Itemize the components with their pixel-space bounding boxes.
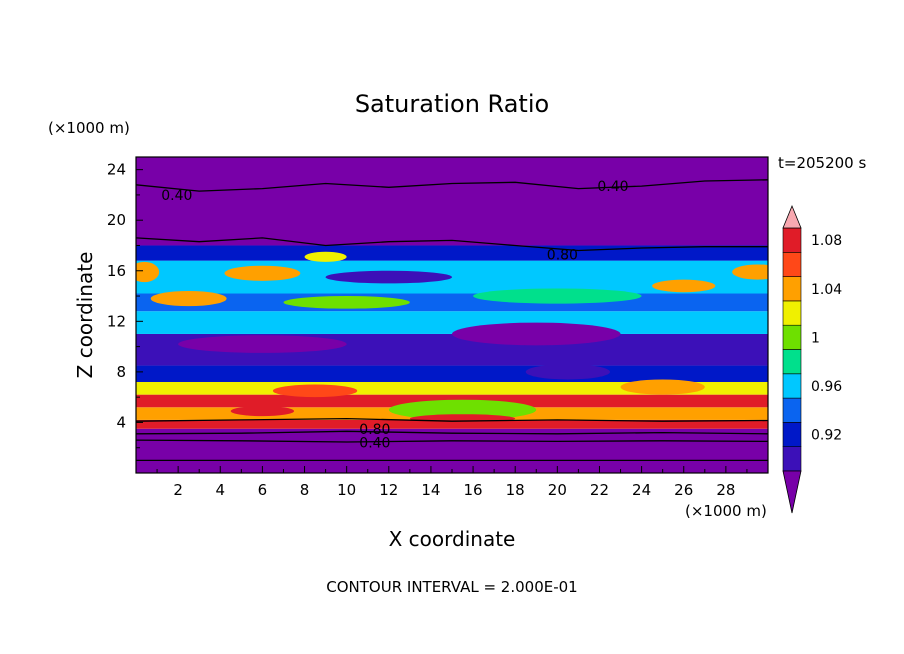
colorbar-segment-7 bbox=[782, 276, 802, 302]
x-tick-label: 26 bbox=[674, 481, 693, 499]
x-tick-label: 24 bbox=[632, 481, 651, 499]
colorbar-segment-3 bbox=[782, 373, 802, 399]
plot-area bbox=[136, 157, 768, 473]
x-unit-label: (×1000 m) bbox=[685, 502, 767, 520]
contour-line-2 bbox=[136, 430, 768, 435]
field-blob-11 bbox=[388, 399, 537, 420]
field-band-8 bbox=[136, 293, 768, 312]
field-blob-16 bbox=[525, 364, 610, 380]
field-blob-3 bbox=[304, 251, 347, 262]
y-tick-label: 8 bbox=[116, 363, 126, 381]
field-band-1 bbox=[136, 419, 768, 429]
colorbar-top-arrow bbox=[782, 204, 802, 229]
field-blob-4 bbox=[652, 279, 716, 293]
y-tick-label: 4 bbox=[116, 413, 126, 431]
field-blob-7 bbox=[473, 288, 642, 304]
contour-label-0: 0.40 bbox=[161, 188, 192, 204]
contour-label-3: 0.80 bbox=[359, 422, 390, 438]
y-axis: 4 8 12 16 20 24 bbox=[107, 161, 143, 449]
field-blob-10 bbox=[325, 270, 452, 284]
field-blob-2 bbox=[136, 261, 160, 283]
colorbar-segment-1 bbox=[782, 422, 802, 447]
x-tick-label: 18 bbox=[506, 481, 525, 499]
field-blob-9 bbox=[452, 322, 621, 346]
chart-title: Saturation Ratio bbox=[355, 90, 549, 118]
colorbar-segment-0 bbox=[782, 446, 802, 472]
y-axis-title: Z coordinate bbox=[73, 252, 97, 379]
colorbar-segment-6 bbox=[782, 300, 802, 326]
x-axis-title: X coordinate bbox=[389, 527, 516, 551]
x-tick-label: 6 bbox=[258, 481, 268, 499]
x-tick-label: 2 bbox=[173, 481, 183, 499]
contour-label-4: 0.40 bbox=[359, 436, 390, 452]
field-band-7 bbox=[136, 311, 768, 334]
x-tick-label: 10 bbox=[337, 481, 356, 499]
x-axis: 2 4 6 8 10 12 14 16 18 20 22 24 26 28 bbox=[156, 466, 748, 499]
colorbar-segment-4 bbox=[782, 349, 802, 375]
y-tick-label: 24 bbox=[107, 161, 126, 179]
field-band-5 bbox=[136, 365, 768, 382]
field-band-0 bbox=[136, 428, 768, 473]
field-blob-17 bbox=[294, 217, 379, 228]
field-blob-8 bbox=[178, 335, 347, 353]
field-blob-15 bbox=[272, 384, 358, 398]
field-blob-14 bbox=[620, 379, 705, 395]
contour-line-0 bbox=[136, 179, 768, 192]
colorbar-segment-5 bbox=[782, 324, 802, 350]
y-tick-label: 16 bbox=[107, 262, 126, 280]
field-band-11 bbox=[136, 157, 768, 246]
y-tick-label: 20 bbox=[107, 211, 126, 229]
x-tick-label: 28 bbox=[716, 481, 735, 499]
colorbar-tick-label: 0.92 bbox=[811, 428, 842, 444]
fill-layer bbox=[136, 157, 768, 473]
contour-line-1 bbox=[136, 237, 768, 252]
x-tick-label: 20 bbox=[548, 481, 567, 499]
colorbar-tick-label: 1.04 bbox=[811, 282, 842, 298]
colorbar-tick-label: 1.08 bbox=[811, 233, 842, 249]
colorbar-segment-8 bbox=[782, 252, 802, 277]
x-tick-label: 16 bbox=[464, 481, 483, 499]
contour-label-layer: 0.400.400.800.800.40 bbox=[161, 179, 628, 452]
x-tick-label: 8 bbox=[300, 481, 310, 499]
contour-label-2: 0.80 bbox=[547, 247, 578, 263]
contour-label-1: 0.40 bbox=[597, 179, 628, 195]
field-blob-1 bbox=[224, 265, 301, 281]
time-label: t=205200 s bbox=[778, 154, 866, 172]
x-tick-label: 12 bbox=[379, 481, 398, 499]
contour-interval-footer: CONTOUR INTERVAL = 2.000E-01 bbox=[326, 578, 577, 596]
colorbar: 0.92 0.96 1 1.04 1.08 bbox=[782, 204, 842, 514]
x-tick-label: 14 bbox=[421, 481, 440, 499]
colorbar-tick-label: 0.96 bbox=[811, 379, 842, 395]
y-unit-label: (×1000 m) bbox=[48, 119, 130, 137]
contour-line-3 bbox=[136, 439, 768, 443]
field-blob-13 bbox=[230, 406, 294, 417]
contour-layer bbox=[136, 179, 768, 462]
colorbar-tick-label: 1 bbox=[811, 330, 820, 346]
colorbar-segment-9 bbox=[782, 227, 802, 253]
field-blob-0 bbox=[150, 290, 227, 307]
colorbar-bottom-arrow bbox=[782, 470, 802, 514]
field-blob-5 bbox=[732, 264, 768, 280]
x-tick-label: 4 bbox=[215, 481, 225, 499]
contour-line-5 bbox=[136, 417, 768, 422]
field-blob-12 bbox=[409, 414, 516, 424]
x-tick-label: 22 bbox=[590, 481, 609, 499]
y-tick-label: 12 bbox=[107, 312, 126, 330]
field-blob-6 bbox=[283, 296, 410, 309]
colorbar-segment-2 bbox=[782, 397, 802, 423]
